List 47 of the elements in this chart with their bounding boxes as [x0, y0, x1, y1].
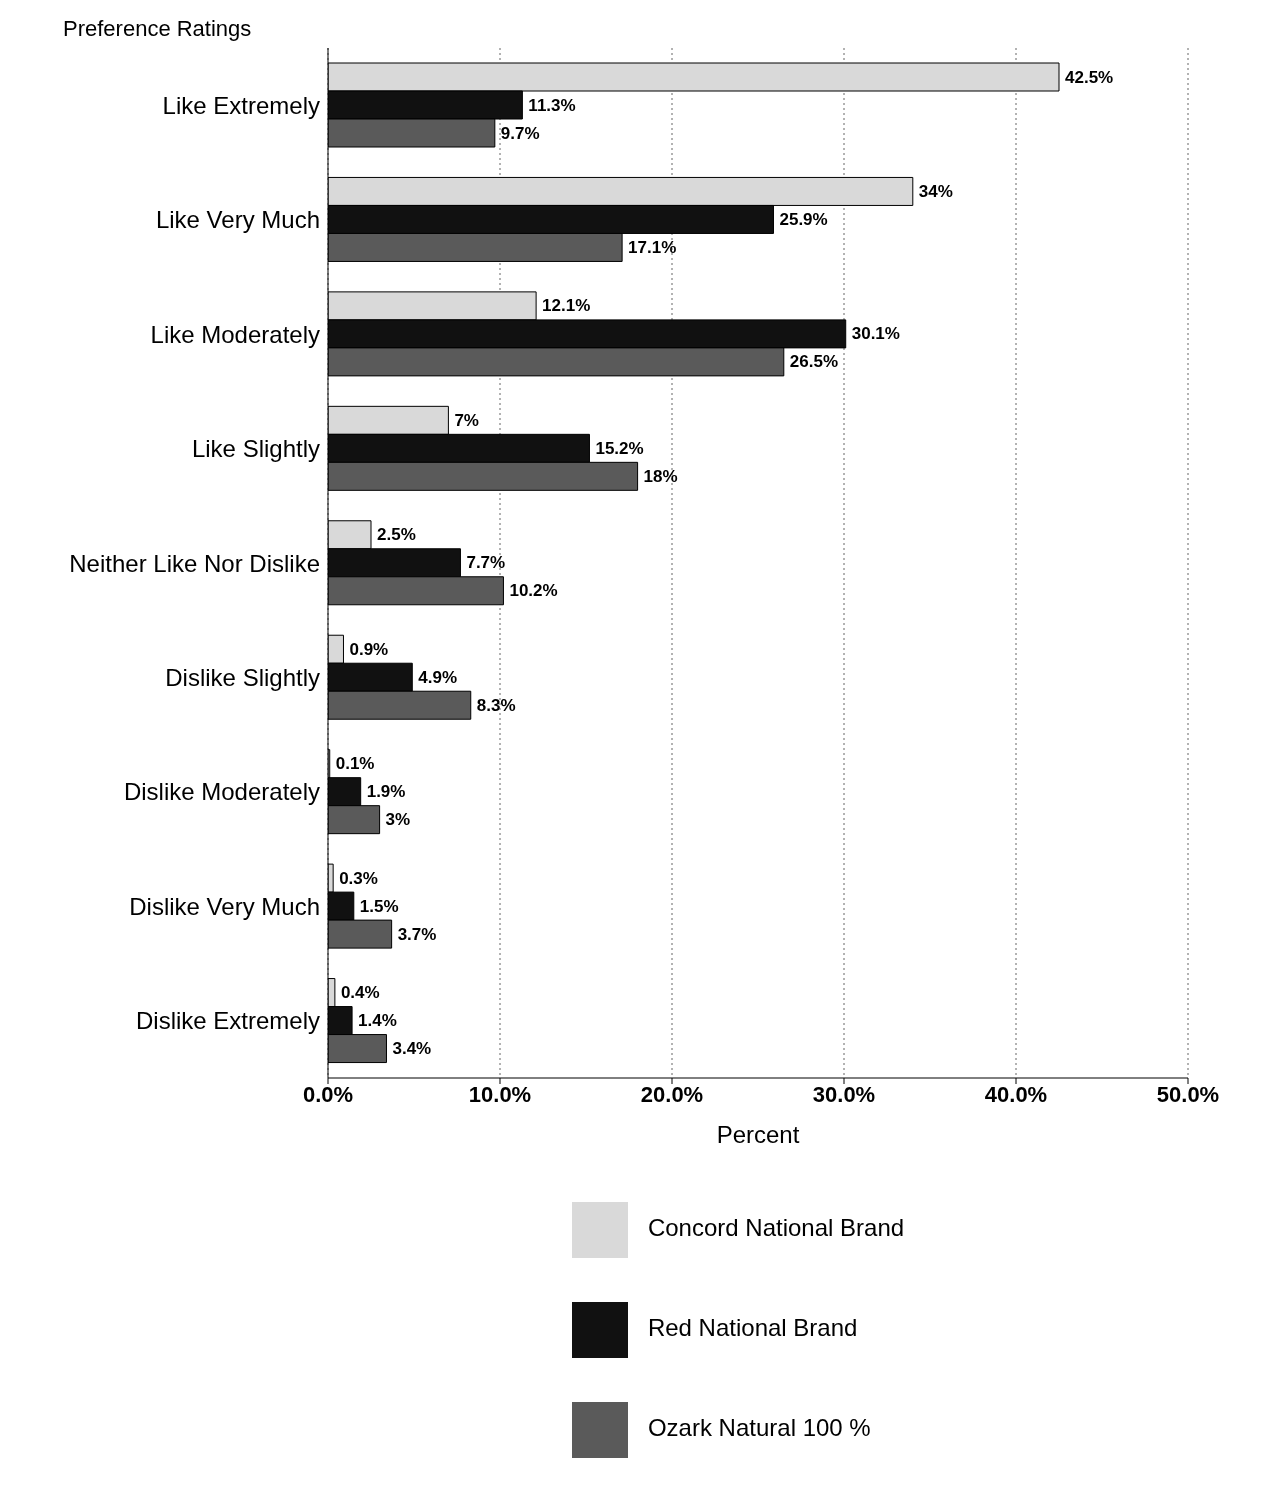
data-label: 3.4% — [392, 1039, 432, 1059]
data-label: 34% — [918, 181, 953, 201]
y-tick-label: Dislike Extremely — [135, 1007, 320, 1035]
data-label: 30.1% — [851, 324, 900, 344]
y-tick-label: Like Very Much — [155, 206, 320, 234]
y-tick-label: Like Slightly — [191, 435, 320, 463]
data-label: 7% — [454, 410, 479, 430]
data-label: 10.2% — [509, 581, 558, 601]
data-label: 1.4% — [358, 1011, 397, 1031]
y-tick-label: Dislike Slightly — [165, 663, 320, 691]
data-label: 9.7% — [500, 123, 540, 143]
data-label: 0.3% — [339, 868, 378, 888]
x-axis-title: Percent — [716, 1121, 800, 1148]
data-label: 11.3% — [528, 95, 576, 115]
data-label: 1.5% — [359, 896, 399, 916]
x-tick-label: 50.0% — [1156, 1081, 1220, 1107]
x-tick-label: 0.0% — [302, 1081, 354, 1107]
data-label: 3.7% — [397, 924, 437, 944]
data-label: 42.5% — [1065, 67, 1114, 87]
data-label: 8.3% — [476, 695, 516, 715]
data-label: 15.2% — [595, 438, 644, 458]
data-label: 0.9% — [349, 639, 389, 659]
data-label: 26.5% — [789, 352, 838, 372]
x-tick-label: 10.0% — [468, 1081, 532, 1107]
data-label: 12.1% — [542, 296, 591, 316]
data-label: 17.1% — [628, 237, 677, 257]
y-tick-label: Dislike Very Much — [129, 892, 320, 920]
data-label: 3% — [385, 810, 411, 830]
y-tick-label: Like Moderately — [150, 320, 320, 348]
data-label: 7.7% — [466, 553, 506, 573]
data-label: 1.9% — [366, 782, 406, 802]
data-label: 4.9% — [418, 667, 458, 687]
y-tick-label: Neither Like Nor Dislike — [69, 549, 320, 577]
legend-label: Concord National Brand — [647, 1214, 905, 1241]
legend-label: Red National Brand — [647, 1314, 858, 1341]
data-label: 0.1% — [335, 754, 375, 774]
legend-label: Ozark Natural 100 % — [647, 1414, 871, 1441]
data-label: 0.4% — [340, 983, 380, 1003]
x-tick-label: 30.0% — [812, 1081, 876, 1107]
data-label: 25.9% — [779, 209, 828, 229]
data-label: 2.5% — [377, 525, 416, 545]
x-tick-label: 40.0% — [984, 1081, 1048, 1107]
x-tick-label: 20.0% — [640, 1081, 704, 1107]
chart-title: Preference Ratings — [63, 16, 252, 42]
y-tick-label: Like Extremely — [162, 91, 320, 119]
y-tick-label: Dislike Moderately — [123, 778, 320, 806]
data-label: 18% — [643, 466, 678, 486]
